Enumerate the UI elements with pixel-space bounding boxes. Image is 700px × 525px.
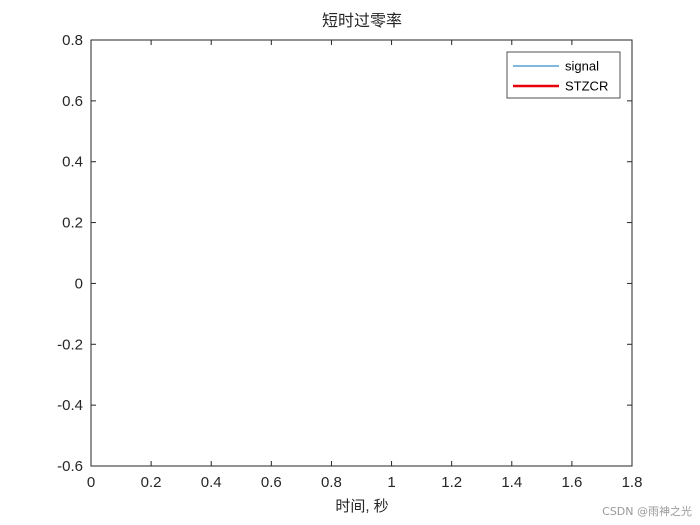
legend-label: STZCR <box>565 79 608 94</box>
x-tick-label: 0.6 <box>261 474 282 491</box>
watermark: CSDN @雨神之光 <box>602 505 692 518</box>
legend-label: signal <box>565 59 599 74</box>
x-tick-label: 0.4 <box>201 474 222 491</box>
y-tick-label: 0.4 <box>62 154 83 171</box>
legend-box <box>506 51 621 99</box>
y-tick-label: 0.8 <box>62 32 83 49</box>
x-tick-label: 1.6 <box>561 474 582 491</box>
x-axis-label: 时间, 秒 <box>335 498 388 515</box>
legend: signal STZCR <box>506 51 621 99</box>
x-tick-label: 1.4 <box>501 474 522 491</box>
x-tick-label: 1.8 <box>622 474 643 491</box>
axes-box <box>90 39 633 467</box>
y-tick-label: 0.6 <box>62 93 83 110</box>
chart-title: 短时过零率 <box>322 12 402 30</box>
x-tick-label: 0.2 <box>141 474 162 491</box>
y-tick-label: 0.2 <box>62 215 83 232</box>
y-tick-label: -0.2 <box>57 336 83 353</box>
x-tick-label: 1 <box>387 474 395 491</box>
x-tick-label: 1.2 <box>441 474 462 491</box>
y-tick-label: 0 <box>75 275 83 292</box>
y-tick-label: -0.4 <box>57 397 83 414</box>
axes: 0 0.2 0.4 0.6 0.8 1 1.2 1.4 1.6 1.8 -0.6 -0.4 -0.2 0 0… <box>57 32 642 491</box>
y-tick-label: -0.6 <box>57 458 83 475</box>
x-tick-label: 0.8 <box>321 474 342 491</box>
x-tick-label: 0 <box>87 474 95 491</box>
